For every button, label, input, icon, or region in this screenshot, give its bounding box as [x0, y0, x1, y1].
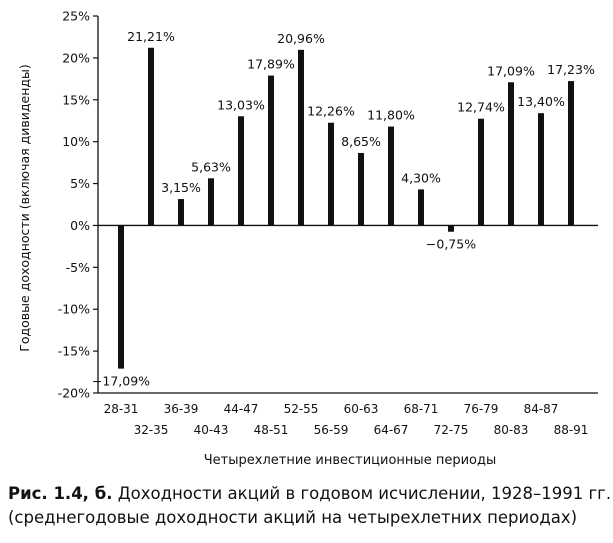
y-tick-label: -20%	[58, 386, 90, 401]
x-tick-label: 72-75	[434, 423, 469, 437]
data-label: 21,21%	[127, 29, 175, 44]
y-tick-label: 5%	[70, 176, 90, 191]
bar	[148, 47, 154, 226]
y-tick-label: 0%	[70, 218, 90, 233]
y-axis: 25% 20% 15% 10% 5% 0% -5% -10% -15% -20%	[58, 9, 99, 401]
bar-chart: 25% 20% 15% 10% 5% 0% -5% -10% -15% -20% 28-31 32-…	[17, 9, 598, 468]
bar	[268, 75, 274, 226]
x-tick-label: 56-59	[314, 423, 349, 437]
x-tick-label: 76-79	[464, 402, 499, 416]
x-axis-title: Четырехлетние инвестиционные периоды	[204, 453, 496, 468]
bar	[358, 152, 364, 226]
x-axis: 28-31 32-35 36-39 40-43 44-47 48-51 52-55 56-59…	[98, 224, 598, 437]
bar	[448, 225, 454, 232]
bar	[178, 199, 184, 226]
bar	[298, 49, 304, 226]
y-tick-label: 25%	[62, 9, 90, 24]
data-label: 13,40%	[517, 94, 565, 109]
data-label: 17,89%	[247, 57, 295, 72]
x-tick-label: 36-39	[164, 402, 199, 416]
bar	[538, 113, 544, 226]
y-axis-title: Годовые доходности (включая дивиденды)	[17, 64, 32, 352]
x-tick-label: 48-51	[254, 423, 289, 437]
data-label: −0,75%	[426, 237, 476, 252]
x-tick-label: 60-63	[344, 402, 379, 416]
caption-title: Доходности акций в годовом исчислении, 1…	[117, 484, 612, 503]
bar	[508, 82, 514, 226]
y-tick-label: -10%	[58, 302, 90, 317]
caption-line-2: (среднегодовые доходности акций на четыр…	[8, 508, 578, 527]
data-label: 17,23%	[547, 62, 595, 77]
data-label: 5,63%	[191, 159, 231, 174]
figure-caption: Рис. 1.4, б. Доходности акций в годовом …	[8, 482, 612, 530]
data-label: 4,30%	[401, 170, 441, 185]
bars	[118, 47, 574, 369]
x-tick-label: 28-31	[104, 402, 139, 416]
data-label: −17,09%	[92, 374, 150, 389]
x-tick-label: 40-43	[194, 423, 229, 437]
data-label: 8,65%	[341, 134, 381, 149]
y-tick-label: 20%	[62, 50, 90, 65]
data-label: 17,09%	[487, 63, 535, 78]
x-tick-label: 88-91	[554, 423, 589, 437]
x-tick-label: 80-83	[494, 423, 529, 437]
x-tick-label: 68-71	[404, 402, 439, 416]
bar-labels: −17,09% 21,21% 3,15% 5,63% 13,03% 17,89% 20,96…	[92, 29, 595, 389]
figure-number: Рис. 1.4, б.	[8, 484, 113, 503]
bar	[118, 225, 124, 369]
bar	[208, 178, 214, 226]
bar	[418, 189, 424, 226]
x-tick-label: 64-67	[374, 423, 409, 437]
bar	[328, 122, 334, 226]
data-label: 12,74%	[457, 100, 505, 115]
data-label: 12,26%	[307, 104, 355, 119]
x-tick-label: 52-55	[284, 402, 319, 416]
data-label: 3,15%	[161, 180, 201, 195]
y-tick-label: 10%	[62, 134, 90, 149]
x-tick-label: 44-47	[224, 402, 259, 416]
bar	[388, 126, 394, 226]
x-tick-label: 32-35	[134, 423, 169, 437]
caption-line-1: Рис. 1.4, б. Доходности акций в годовом …	[8, 482, 612, 506]
data-label: 11,80%	[367, 108, 415, 123]
data-label: 20,96%	[277, 31, 325, 46]
y-tick-label: -5%	[66, 260, 90, 275]
bar	[238, 116, 244, 226]
bar	[478, 118, 484, 226]
bar	[568, 81, 574, 226]
x-tick-label: 84-87	[524, 402, 559, 416]
data-label: 13,03%	[217, 97, 265, 112]
y-tick-label: 15%	[62, 92, 90, 107]
y-tick-label: -15%	[58, 344, 90, 359]
